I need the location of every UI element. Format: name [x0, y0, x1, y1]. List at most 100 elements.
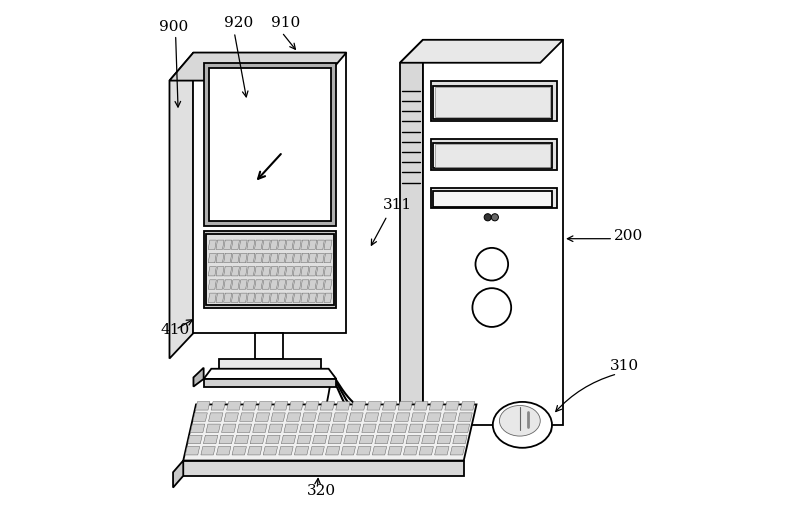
Polygon shape — [254, 280, 262, 290]
Polygon shape — [239, 280, 247, 290]
Polygon shape — [309, 254, 317, 263]
Polygon shape — [393, 425, 407, 433]
Polygon shape — [186, 447, 200, 455]
Polygon shape — [293, 294, 301, 303]
Polygon shape — [286, 241, 294, 250]
Polygon shape — [232, 447, 246, 455]
Polygon shape — [320, 402, 334, 410]
Polygon shape — [201, 447, 215, 455]
Polygon shape — [301, 280, 309, 290]
Polygon shape — [237, 425, 251, 433]
Polygon shape — [424, 425, 438, 433]
Polygon shape — [219, 435, 234, 444]
Polygon shape — [351, 402, 366, 410]
Text: 920: 920 — [224, 15, 254, 30]
Polygon shape — [231, 241, 239, 250]
Polygon shape — [324, 254, 332, 263]
Ellipse shape — [496, 420, 552, 440]
Polygon shape — [336, 402, 350, 410]
Polygon shape — [364, 413, 378, 421]
Polygon shape — [170, 53, 194, 359]
Polygon shape — [211, 402, 226, 410]
Polygon shape — [278, 294, 286, 303]
Polygon shape — [445, 402, 459, 410]
Polygon shape — [330, 425, 345, 433]
Polygon shape — [278, 254, 286, 263]
Polygon shape — [406, 435, 421, 444]
Polygon shape — [286, 294, 294, 303]
Polygon shape — [216, 280, 224, 290]
Polygon shape — [316, 254, 324, 263]
Polygon shape — [224, 241, 232, 250]
Polygon shape — [203, 435, 218, 444]
Text: 200: 200 — [614, 228, 643, 242]
Polygon shape — [334, 413, 347, 421]
Polygon shape — [254, 294, 262, 303]
Ellipse shape — [493, 402, 552, 448]
Polygon shape — [450, 447, 465, 455]
Polygon shape — [208, 294, 216, 303]
Polygon shape — [278, 241, 286, 250]
Polygon shape — [193, 413, 207, 421]
Polygon shape — [224, 267, 232, 276]
Bar — [430, 140, 557, 171]
Polygon shape — [422, 435, 436, 444]
Polygon shape — [194, 53, 346, 333]
Polygon shape — [328, 435, 342, 444]
Polygon shape — [316, 241, 324, 250]
Polygon shape — [286, 413, 301, 421]
Polygon shape — [380, 413, 394, 421]
Polygon shape — [294, 447, 309, 455]
Polygon shape — [209, 413, 223, 421]
Polygon shape — [309, 267, 317, 276]
Bar — [430, 188, 557, 209]
Polygon shape — [239, 267, 247, 276]
Polygon shape — [309, 280, 317, 290]
Polygon shape — [414, 402, 428, 410]
Bar — [434, 88, 550, 118]
Polygon shape — [173, 461, 183, 488]
Polygon shape — [440, 425, 454, 433]
Polygon shape — [324, 241, 332, 250]
Polygon shape — [367, 402, 382, 410]
Polygon shape — [284, 425, 298, 433]
Polygon shape — [403, 447, 418, 455]
Polygon shape — [262, 254, 270, 263]
Polygon shape — [341, 447, 355, 455]
Polygon shape — [324, 294, 332, 303]
Text: 320: 320 — [307, 483, 336, 497]
Polygon shape — [231, 267, 239, 276]
Polygon shape — [206, 234, 334, 305]
Polygon shape — [226, 402, 241, 410]
Polygon shape — [316, 280, 324, 290]
Polygon shape — [301, 267, 309, 276]
Polygon shape — [293, 241, 301, 250]
Polygon shape — [216, 267, 224, 276]
Polygon shape — [419, 447, 434, 455]
Polygon shape — [461, 402, 474, 410]
Polygon shape — [313, 435, 327, 444]
Polygon shape — [206, 425, 220, 433]
Polygon shape — [301, 241, 309, 250]
Polygon shape — [442, 413, 457, 421]
Polygon shape — [270, 267, 278, 276]
Text: 900: 900 — [159, 19, 189, 34]
Polygon shape — [204, 232, 336, 308]
Polygon shape — [316, 294, 324, 303]
Polygon shape — [286, 254, 294, 263]
Polygon shape — [297, 435, 311, 444]
Polygon shape — [247, 280, 255, 290]
Polygon shape — [195, 402, 210, 410]
Polygon shape — [286, 280, 294, 290]
Polygon shape — [282, 435, 296, 444]
Polygon shape — [278, 267, 286, 276]
Polygon shape — [409, 425, 423, 433]
Polygon shape — [455, 425, 470, 433]
Polygon shape — [242, 402, 257, 410]
Bar — [430, 81, 557, 122]
Polygon shape — [239, 254, 247, 263]
Polygon shape — [270, 241, 278, 250]
Polygon shape — [309, 241, 317, 250]
Text: 910: 910 — [271, 15, 301, 30]
Polygon shape — [274, 402, 288, 410]
